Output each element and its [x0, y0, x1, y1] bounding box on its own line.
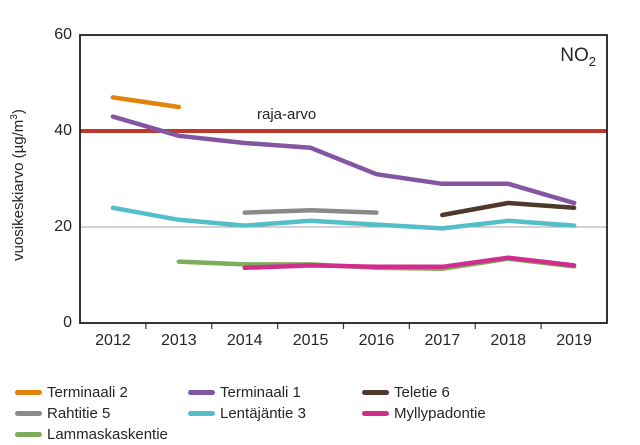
- legend-swatch-icon: [15, 411, 42, 416]
- legend-swatch-icon: [188, 390, 215, 395]
- legend-item-rahtitie-5: Rahtitie 5: [15, 403, 168, 424]
- y-tick-label-60: 60: [54, 26, 72, 43]
- y-tick-label-0: 0: [63, 314, 72, 331]
- legend-item-lammaskaskentie: Lammaskaskentie: [15, 424, 168, 445]
- legend-column-2: Terminaali 1 Lentäjäntie 3: [188, 382, 306, 424]
- series-line-rahtitie-5: [242, 207, 379, 215]
- x-tick-label-2014: 2014: [226, 332, 263, 349]
- gas-annotation: NO2: [560, 45, 596, 69]
- legend-label: Lammaskaskentie: [47, 426, 168, 443]
- legend-label: Terminaali 1: [220, 384, 301, 401]
- x-tick-label-2015: 2015: [292, 332, 329, 349]
- y-tick-label-20: 20: [54, 218, 72, 235]
- legend-label: Myllypadontie: [394, 405, 486, 422]
- legend-item-terminaali-2: Terminaali 2: [15, 382, 168, 403]
- x-tick-label-2019: 2019: [556, 332, 592, 349]
- plot-border: [79, 34, 608, 324]
- x-tick-label-2018: 2018: [490, 332, 526, 349]
- legend-label: Terminaali 2: [47, 384, 128, 401]
- x-tick-label-2013: 2013: [161, 332, 197, 349]
- legend-label: Teletie 6: [394, 384, 450, 401]
- series-line-lent-j-ntie-3: [110, 205, 577, 231]
- series-line-myllypadontie: [242, 255, 577, 271]
- legend-swatch-icon: [362, 390, 389, 395]
- legend-column-3: Teletie 6 Myllypadontie: [362, 382, 486, 424]
- legend-item-terminaali-1: Terminaali 1: [188, 382, 306, 403]
- x-tick-label-2017: 2017: [424, 332, 461, 349]
- x-tick-label-2012: 2012: [95, 332, 131, 349]
- limit-line-label: raja-arvo: [257, 106, 317, 123]
- legend-item-teletie-6: Teletie 6: [362, 382, 486, 403]
- legend-column-1: Terminaali 2 Rahtitie 5 Lammaskaskentie: [15, 382, 168, 445]
- series-line-terminaali-1: [110, 114, 577, 206]
- series-line-teletie-6: [440, 200, 577, 218]
- legend-item-lent-j-ntie-3: Lentäjäntie 3: [188, 403, 306, 424]
- legend-label: Lentäjäntie 3: [220, 405, 306, 422]
- series-line-terminaali-2: [110, 95, 182, 110]
- legend-swatch-icon: [15, 390, 42, 395]
- legend-swatch-icon: [15, 432, 42, 437]
- legend-swatch-icon: [188, 411, 215, 416]
- legend-item-myllypadontie: Myllypadontie: [362, 403, 486, 424]
- y-tick-label-40: 40: [54, 122, 72, 139]
- legend-swatch-icon: [362, 411, 389, 416]
- x-tick-label-2016: 2016: [358, 332, 395, 349]
- legend-label: Rahtitie 5: [47, 405, 111, 422]
